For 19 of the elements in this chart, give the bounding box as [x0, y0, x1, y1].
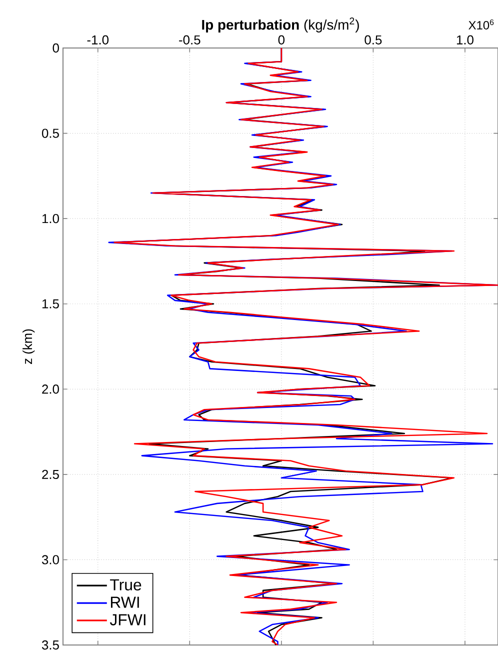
x-tick-label: -0.5	[179, 35, 200, 44]
y-tick-label: 2.5	[42, 470, 59, 480]
y-axis-title: z (km)	[22, 329, 35, 364]
legend-label: True	[110, 579, 142, 590]
text: X10$^{6}$	[468, 19, 494, 30]
y-tick-label: 3.0	[42, 555, 59, 564]
y-tick-label: 1.0	[42, 214, 59, 224]
y-tick-label: 3.5	[42, 640, 59, 650]
x-tick-label: 0	[278, 35, 285, 44]
y-tick-label: 2.0	[42, 384, 59, 394]
y-tick-label: 0.5	[42, 128, 59, 138]
x-axis-title: Ip perturbation (kg/s/m$^{2}$)	[202, 18, 359, 32]
x-tick-label: -1.0	[87, 35, 109, 44]
legend-label: RWI	[110, 596, 139, 608]
x-tick-label: 1.0	[456, 35, 474, 44]
x-tick-label: 0.5	[364, 35, 382, 44]
y-tick-label: 0	[52, 43, 59, 53]
legend-label: JFWI	[110, 614, 146, 626]
y-tick-label: 1.5	[42, 299, 59, 308]
